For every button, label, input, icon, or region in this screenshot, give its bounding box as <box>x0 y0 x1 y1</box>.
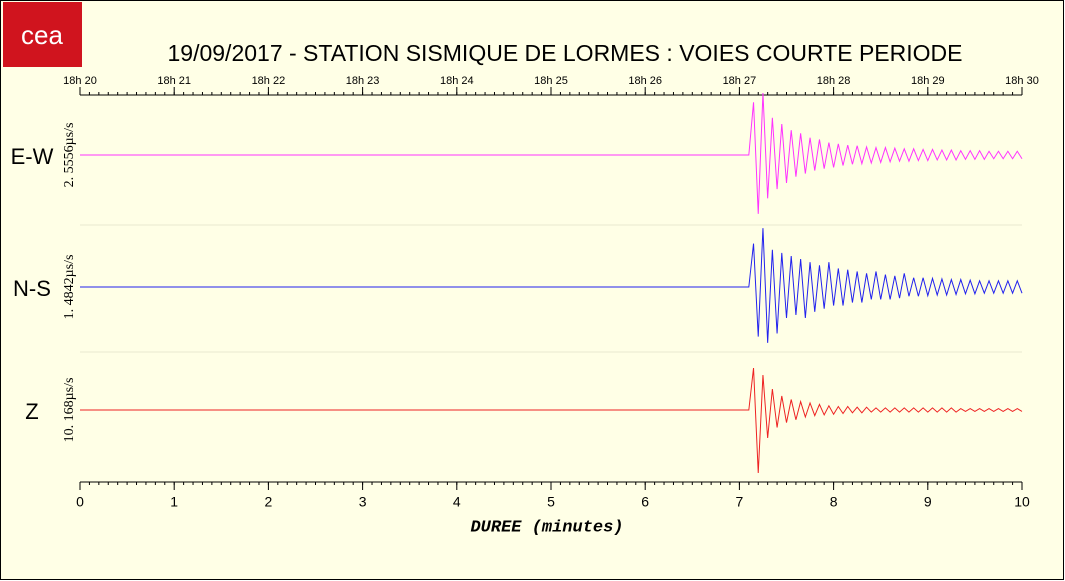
x-tick-label: 3 <box>359 494 367 510</box>
trace <box>80 228 1023 343</box>
logo: cea <box>21 20 63 50</box>
top-tick-label: 18h 23 <box>346 75 380 87</box>
channel-label: N-S <box>13 276 51 301</box>
chart-title: 19/09/2017 - STATION SISMIQUE DE LORMES … <box>168 40 963 66</box>
x-tick-label: 4 <box>453 494 461 510</box>
x-tick-label: 2 <box>265 494 273 510</box>
channel-scale: 10. 168µs/s <box>62 378 77 443</box>
x-tick-label: 10 <box>1014 494 1030 510</box>
x-tick-label: 5 <box>547 494 555 510</box>
top-tick-label: 18h 22 <box>252 75 286 87</box>
x-tick-label: 6 <box>641 494 649 510</box>
x-tick-label: 0 <box>76 494 84 510</box>
top-tick-label: 18h 24 <box>440 75 474 87</box>
x-tick-label: 8 <box>830 494 838 510</box>
top-tick-label: 18h 21 <box>157 75 191 87</box>
top-tick-label: 18h 26 <box>628 75 662 87</box>
channel-scale: 1. 4842µs/s <box>62 255 77 320</box>
top-tick-label: 18h 29 <box>911 75 945 87</box>
top-tick-label: 18h 25 <box>534 75 568 87</box>
x-tick-label: 1 <box>170 494 178 510</box>
x-axis-label: DUREE (minutes) <box>470 518 623 537</box>
logo-box <box>3 2 82 67</box>
x-tick-label: 9 <box>924 494 932 510</box>
channel-label: E-W <box>11 144 54 169</box>
channel-scale: 2. 5556µs/s <box>62 123 77 188</box>
top-tick-label: 18h 28 <box>817 75 851 87</box>
top-tick-label: 18h 20 <box>63 75 97 87</box>
channel-label: Z <box>25 399 38 424</box>
trace <box>80 367 1023 474</box>
top-tick-label: 18h 30 <box>1005 75 1039 87</box>
top-tick-label: 18h 27 <box>723 75 757 87</box>
x-tick-label: 7 <box>736 494 744 510</box>
trace <box>80 92 1023 214</box>
